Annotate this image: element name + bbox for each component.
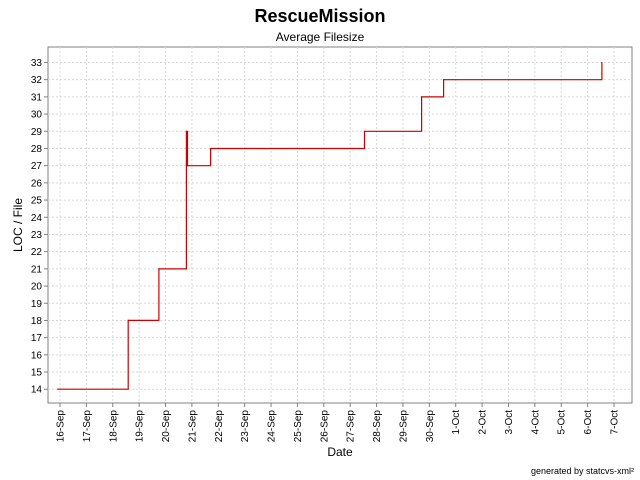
series-line bbox=[57, 62, 603, 390]
y-tick-label: 21 bbox=[31, 264, 43, 275]
series-layer bbox=[57, 61, 603, 390]
x-tick-label: 27-Sep bbox=[346, 410, 357, 443]
y-tick-label: 28 bbox=[31, 144, 43, 155]
x-tick-label: 26-Sep bbox=[319, 410, 330, 443]
x-tick-label: 30-Sep bbox=[425, 410, 436, 443]
x-axis-label: Date bbox=[327, 445, 353, 459]
x-axis: 16-Sep 17-Sep 18-Sep 19-Sep 20-Sep 21-Sep 22-S… bbox=[56, 403, 621, 442]
x-tick-label: 20-Sep bbox=[161, 410, 172, 443]
x-tick-label: 29-Sep bbox=[398, 410, 409, 443]
footer-credit: generated by statcvs-xml² bbox=[531, 466, 634, 476]
x-tick-label: 7-Oct bbox=[610, 410, 621, 435]
data-point bbox=[57, 388, 59, 390]
x-tick-label: 23-Sep bbox=[240, 410, 251, 443]
x-tick-label: 5-Oct bbox=[557, 410, 568, 435]
y-tick-label: 18 bbox=[31, 316, 43, 327]
chart-subtitle: Average Filesize bbox=[276, 30, 365, 44]
x-tick-label: 22-Sep bbox=[214, 410, 225, 443]
y-tick-label: 17 bbox=[31, 333, 43, 344]
chart-title: RescueMission bbox=[254, 6, 385, 26]
y-tick-label: 26 bbox=[31, 178, 43, 189]
data-point bbox=[158, 268, 160, 270]
x-tick-label: 2-Oct bbox=[478, 410, 489, 435]
y-tick-label: 29 bbox=[31, 127, 43, 138]
data-point bbox=[127, 319, 129, 321]
y-tick-label: 23 bbox=[31, 230, 43, 241]
x-tick-label: 19-Sep bbox=[135, 410, 146, 443]
data-point bbox=[421, 96, 423, 98]
x-tick-label: 6-Oct bbox=[583, 410, 594, 435]
y-tick-label: 32 bbox=[31, 75, 43, 86]
y-tick-label: 33 bbox=[31, 58, 43, 69]
y-axis: 14 15 16 17 18 19 20 21 22 23 24 25 26 27 28 29 30 31 32 33 bbox=[31, 58, 48, 396]
x-tick-label: 1-Oct bbox=[451, 410, 462, 435]
y-tick-label: 15 bbox=[31, 368, 43, 379]
y-tick-label: 19 bbox=[31, 299, 43, 310]
y-tick-label: 24 bbox=[31, 213, 43, 224]
plot-area bbox=[47, 46, 633, 404]
data-point bbox=[601, 61, 603, 64]
x-tick-label: 3-Oct bbox=[504, 410, 515, 435]
y-tick-label: 14 bbox=[31, 385, 43, 396]
x-tick-label: 25-Sep bbox=[293, 410, 304, 443]
y-tick-label: 30 bbox=[31, 110, 43, 121]
data-point bbox=[443, 79, 445, 81]
y-tick-label: 27 bbox=[31, 161, 43, 172]
grid bbox=[48, 47, 632, 403]
data-point bbox=[185, 130, 187, 132]
y-tick-label: 20 bbox=[31, 282, 43, 293]
y-axis-label: LOC / File bbox=[11, 198, 25, 252]
y-tick-label: 22 bbox=[31, 247, 43, 258]
y-tick-label: 31 bbox=[31, 92, 43, 103]
y-tick-label: 25 bbox=[31, 196, 43, 207]
data-point bbox=[186, 165, 189, 167]
y-tick-label: 16 bbox=[31, 350, 43, 361]
x-tick-label: 17-Sep bbox=[82, 410, 93, 443]
x-tick-label: 4-Oct bbox=[530, 410, 541, 435]
x-tick-label: 24-Sep bbox=[267, 410, 278, 443]
x-tick-label: 28-Sep bbox=[372, 410, 383, 443]
x-tick-label: 21-Sep bbox=[187, 410, 198, 443]
x-tick-label: 16-Sep bbox=[56, 410, 67, 443]
x-tick-label: 18-Sep bbox=[108, 410, 119, 443]
data-point bbox=[363, 130, 366, 132]
data-point bbox=[210, 147, 212, 150]
